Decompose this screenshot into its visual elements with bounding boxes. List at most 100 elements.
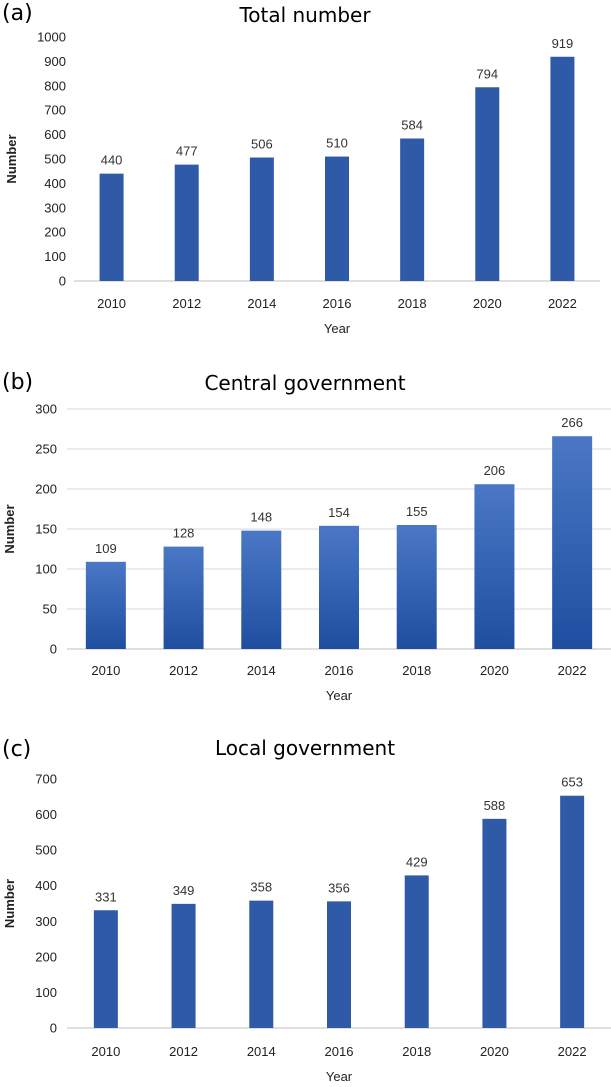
y-tick-label: 250 — [35, 442, 57, 457]
bar — [249, 157, 274, 281]
x-axis-title: Year — [326, 688, 353, 703]
y-tick-label: 0 — [50, 1021, 57, 1036]
data-label: 155 — [406, 504, 428, 519]
bar — [99, 173, 124, 281]
bar — [171, 903, 196, 1028]
data-label: 588 — [484, 798, 506, 813]
chart-panel-2: (b) Central government 0 50 100 150 200 250 300 N… — [2, 370, 611, 703]
y-tick-label: 400 — [35, 878, 57, 893]
data-label: 356 — [328, 880, 350, 895]
x-tick-label: 2020 — [480, 1044, 509, 1059]
data-label: 584 — [401, 118, 423, 133]
bar — [85, 561, 126, 649]
bar — [474, 484, 515, 649]
x-tick-label: 2010 — [97, 296, 126, 311]
y-tick-label: 800 — [44, 78, 66, 93]
x-tick-label: 2014 — [247, 1044, 276, 1059]
bar — [241, 530, 282, 649]
data-label: 148 — [250, 510, 272, 525]
data-label: 653 — [561, 775, 583, 790]
data-label: 477 — [176, 144, 198, 159]
data-label: 128 — [173, 526, 195, 541]
y-tick-label: 200 — [35, 482, 57, 497]
bar — [319, 525, 359, 649]
x-tick-label: 2012 — [169, 1044, 198, 1059]
bar — [396, 525, 437, 649]
y-tick-label: 100 — [44, 249, 66, 264]
bar — [249, 900, 274, 1028]
x-tick-label: 2016 — [325, 663, 354, 678]
y-axis-title: Number — [2, 879, 17, 928]
y-tick-label: 100 — [35, 985, 57, 1000]
x-tick-label: 2020 — [480, 663, 509, 678]
chart-title: Local government — [215, 736, 395, 760]
data-label: 266 — [561, 415, 583, 430]
x-tick-label: 2014 — [247, 663, 276, 678]
x-tick-label: 2016 — [325, 1044, 354, 1059]
x-tick-label: 2020 — [473, 296, 502, 311]
data-label: 794 — [476, 66, 498, 81]
x-tick-label: 2022 — [558, 1044, 587, 1059]
y-tick-label: 600 — [35, 807, 57, 822]
y-tick-label: 900 — [44, 54, 66, 69]
y-tick-label: 0 — [59, 274, 66, 289]
bar — [404, 875, 429, 1028]
y-tick-label: 200 — [44, 225, 66, 240]
x-axis-title: Year — [324, 321, 351, 336]
bar — [93, 910, 118, 1028]
x-tick-label: 2018 — [398, 296, 427, 311]
bar — [475, 87, 500, 281]
bar — [174, 164, 199, 281]
chart-panel-3: (c) Local government 0 100 200 300 400 500 600 70… — [2, 736, 611, 1084]
y-tick-label: 600 — [44, 127, 66, 142]
data-label: 510 — [326, 136, 348, 151]
data-label: 440 — [101, 153, 123, 168]
y-tick-label: 500 — [44, 152, 66, 167]
y-tick-label: 300 — [35, 402, 57, 417]
y-tick-label: 300 — [44, 200, 66, 215]
x-tick-label: 2022 — [548, 296, 577, 311]
bar — [327, 901, 351, 1028]
data-label: 206 — [484, 463, 506, 478]
y-tick-label: 100 — [35, 562, 57, 577]
bar — [325, 156, 349, 281]
x-tick-label: 2012 — [169, 663, 198, 678]
x-tick-label: 2022 — [558, 663, 587, 678]
y-tick-label: 0 — [50, 642, 57, 657]
x-tick-label: 2018 — [402, 663, 431, 678]
x-tick-label: 2012 — [172, 296, 201, 311]
chart-title: Total number — [238, 3, 371, 27]
y-tick-label: 150 — [35, 522, 57, 537]
bar — [482, 818, 507, 1028]
data-label: 429 — [406, 854, 428, 869]
y-tick-label: 500 — [35, 843, 57, 858]
bar — [400, 138, 425, 281]
y-axis-title: Number — [4, 134, 19, 183]
y-tick-label: 50 — [43, 602, 57, 617]
data-label: 506 — [251, 137, 273, 152]
y-tick-label: 400 — [44, 176, 66, 191]
panel-label: (b) — [2, 370, 33, 395]
data-label: 919 — [552, 36, 574, 51]
chart-title: Central government — [204, 371, 405, 395]
bar — [163, 546, 204, 649]
data-label: 109 — [95, 541, 117, 556]
panel-label: (c) — [2, 737, 31, 762]
y-tick-label: 200 — [35, 949, 57, 964]
y-tick-label: 700 — [44, 103, 66, 118]
y-axis-title: Number — [2, 504, 17, 553]
chart-panel-1: (a) Total number 0 100 200 300 400 500 600 700 800… — [2, 1, 600, 336]
x-axis-title: Year — [326, 1069, 353, 1084]
x-tick-label: 2010 — [91, 663, 120, 678]
x-tick-label: 2018 — [402, 1044, 431, 1059]
data-label: 331 — [95, 889, 117, 904]
bar — [550, 56, 575, 281]
data-label: 358 — [250, 880, 272, 895]
data-label: 349 — [173, 883, 195, 898]
y-tick-label: 300 — [35, 914, 57, 929]
panel-label: (a) — [2, 1, 33, 26]
x-tick-label: 2014 — [247, 296, 276, 311]
bar — [552, 436, 593, 649]
